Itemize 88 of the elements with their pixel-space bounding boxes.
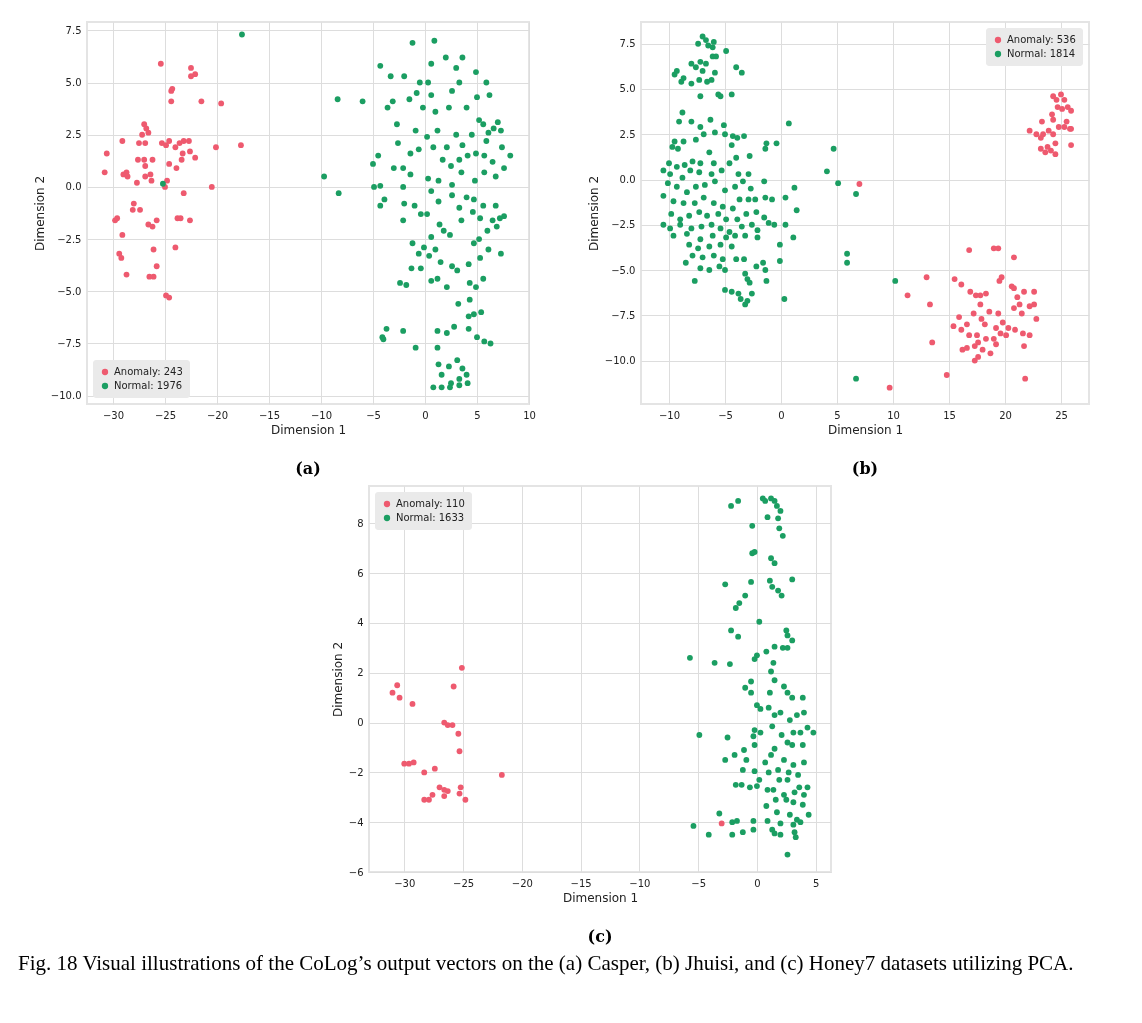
- point: [456, 790, 463, 797]
- point: [401, 760, 408, 767]
- legend-label: Normal: 1976: [114, 380, 183, 391]
- caption: Fig. 18 Visual illustrations of the CoLog’s output vectors on the (a) Casper, (b) Jhuisi, and (c) Honey7 datasets utilizing PCA.: [18, 950, 1075, 977]
- x-tick-label: 10: [523, 409, 536, 421]
- point: [455, 730, 462, 737]
- x-tick-label: 10: [887, 409, 900, 421]
- legend-label: Normal: 1814: [1007, 48, 1076, 59]
- point: [436, 784, 443, 791]
- x-tick-label: −10: [310, 409, 333, 421]
- x-tick-label: −5: [691, 877, 707, 889]
- point: [462, 796, 469, 803]
- x-tick-label: 25: [1055, 409, 1068, 421]
- y-tick-label: 6: [357, 567, 364, 579]
- x-tick-label: 0: [754, 877, 761, 889]
- x-tick-label: −15: [258, 409, 281, 421]
- point: [429, 791, 436, 798]
- point: [718, 820, 725, 827]
- y-tick-label: 2.5: [619, 128, 636, 140]
- x-tick-label: −20: [206, 409, 229, 421]
- point: [498, 771, 505, 778]
- legend-label: Anomaly: 536: [1007, 34, 1076, 45]
- y-tick-label: 5.0: [65, 77, 82, 89]
- point: [458, 664, 465, 671]
- point: [389, 689, 396, 696]
- text: (c): [587, 927, 613, 946]
- x-tick-label: −10: [658, 409, 681, 421]
- x-tick-label: −30: [394, 877, 416, 889]
- x-tick-label: −10: [629, 877, 651, 889]
- y-tick-label: 7.5: [619, 38, 636, 50]
- y-tick-label: 7.5: [65, 24, 82, 36]
- y-tick-label: −7.5: [611, 309, 636, 321]
- legend-label: Anomaly: 110: [396, 498, 465, 509]
- point: [431, 765, 438, 772]
- point: [394, 682, 401, 689]
- y-axis-title: Dimension 2: [32, 175, 47, 252]
- legend-label: Normal: 1633: [396, 512, 465, 523]
- y-tick-label: −4: [348, 816, 364, 828]
- y-tick-label: −6: [348, 866, 364, 878]
- text: (a): [295, 459, 321, 478]
- y-tick-label: −5.0: [57, 285, 82, 297]
- point: [396, 694, 403, 701]
- y-tick-label: −5.0: [611, 264, 636, 276]
- x-tick-label: −25: [452, 877, 475, 889]
- y-tick-label: 0.0: [65, 181, 82, 193]
- y-axis-title: Dimension 2: [586, 175, 601, 252]
- y-tick-label: 2.5: [65, 129, 82, 141]
- y-tick-label: −10.0: [50, 390, 82, 402]
- x-tick-label: −30: [102, 409, 125, 421]
- y-tick-label: −2: [348, 766, 364, 778]
- x-tick-label: −20: [511, 877, 533, 889]
- x-tick-label: 5: [474, 409, 481, 421]
- x-tick-label: 5: [834, 409, 841, 421]
- text: (b): [851, 459, 879, 478]
- y-tick-label: 5.0: [619, 83, 636, 95]
- y-tick-label: −2.5: [57, 233, 82, 245]
- point: [409, 700, 416, 707]
- y-tick-label: −7.5: [57, 337, 82, 349]
- y-tick-label: 0: [357, 717, 364, 729]
- x-axis-title: Dimension 1: [270, 422, 347, 437]
- y-tick-label: 4: [357, 617, 364, 629]
- legend-label: Anomaly: 243: [114, 366, 183, 377]
- x-tick-label: −5: [718, 409, 733, 421]
- y-axis-title: Dimension 2: [330, 641, 345, 718]
- point: [426, 796, 432, 803]
- point: [450, 683, 457, 690]
- x-tick-label: −15: [570, 877, 592, 889]
- y-tick-label: −2.5: [611, 219, 636, 231]
- x-tick-label: 5: [813, 877, 820, 889]
- point: [441, 793, 448, 799]
- x-tick-label: −25: [154, 409, 177, 421]
- y-tick-label: 8: [357, 517, 364, 529]
- point: [410, 759, 417, 766]
- point: [457, 784, 464, 791]
- x-tick-label: −5: [366, 409, 381, 421]
- x-axis-title: Dimension 1: [562, 890, 639, 905]
- x-tick-label: 0: [778, 409, 785, 421]
- y-tick-label: 2: [357, 667, 364, 679]
- x-tick-label: 20: [999, 409, 1012, 421]
- point: [421, 796, 428, 803]
- point: [456, 748, 463, 755]
- x-tick-label: 0: [422, 409, 429, 421]
- point: [449, 722, 456, 728]
- point: [421, 769, 428, 776]
- x-tick-label: 15: [943, 409, 956, 421]
- y-tick-label: 0.0: [619, 174, 636, 186]
- y-tick-label: −10.0: [604, 355, 636, 367]
- x-axis-title: Dimension 1: [827, 422, 904, 437]
